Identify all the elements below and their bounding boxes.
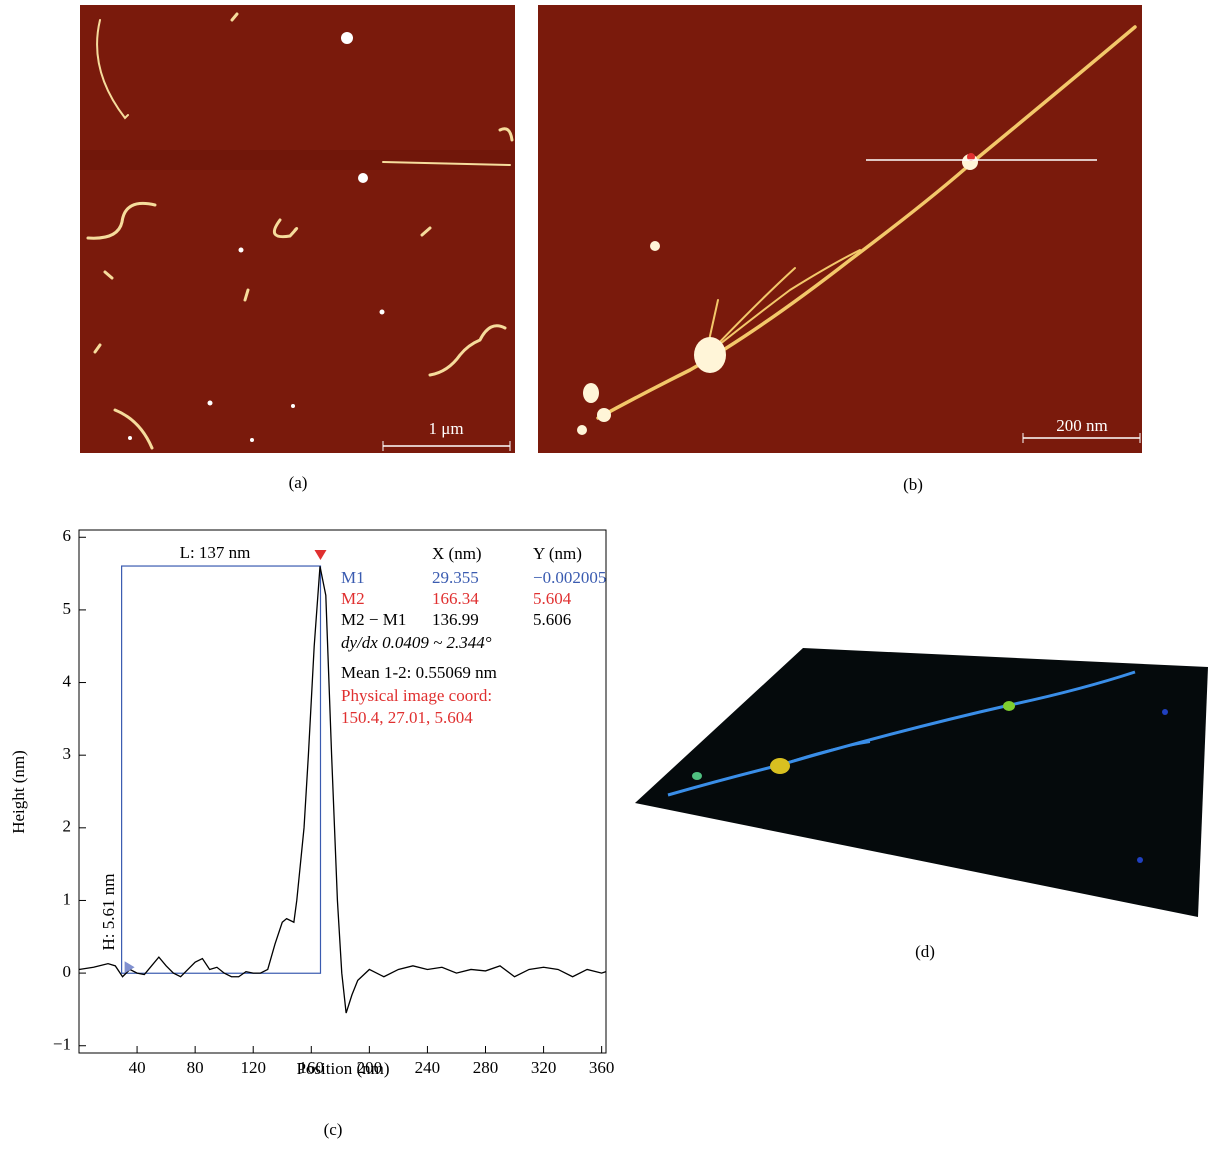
height-label: H: 5.61 nm — [99, 874, 118, 951]
marker-x: 29.355 — [432, 568, 479, 587]
y-tick-label: 0 — [63, 962, 72, 981]
panel-label: (d) — [915, 942, 935, 961]
panel-label: (b) — [903, 475, 923, 494]
x-tick-label: 200 — [357, 1058, 383, 1077]
scale-bar-label: 1 μm — [428, 419, 463, 438]
panel-label: (a) — [289, 473, 308, 492]
table-header: X (nm) — [432, 544, 482, 563]
measure-box — [121, 565, 322, 974]
plot-frame — [78, 529, 607, 1054]
length-label: L: 137 nm — [180, 543, 251, 562]
difference-x: 136.99 — [432, 610, 479, 629]
table-header: Y (nm) — [533, 544, 582, 563]
y-tick-label: 6 — [63, 526, 72, 545]
panel-label: (c) — [324, 1120, 343, 1139]
x-axis-label: Position (nm) — [296, 1059, 389, 1078]
marker-x: 166.34 — [432, 589, 479, 608]
slope: dy/dx 0.0409 ~ 2.344° — [341, 633, 492, 652]
mean: Mean 1-2: 0.55069 nm — [341, 663, 497, 682]
marker-m2 — [314, 550, 327, 561]
marker-y: −0.002005 — [533, 568, 606, 587]
y-axis-label: Height (nm) — [9, 750, 28, 834]
x-tick-label: 80 — [187, 1058, 204, 1077]
x-tick-label: 360 — [589, 1058, 615, 1077]
y-tick-label: 5 — [63, 599, 72, 618]
profile-line — [78, 566, 607, 1014]
y-tick-label: 4 — [63, 671, 72, 690]
x-tick-label: 320 — [531, 1058, 557, 1077]
marker-name: M1 — [341, 568, 365, 587]
y-tick-label: 2 — [63, 817, 72, 836]
difference-y: 5.606 — [533, 610, 571, 629]
marker-y: 5.604 — [533, 589, 572, 608]
marker-m1 — [124, 961, 135, 974]
marker-name: M2 — [341, 589, 365, 608]
panel-b-image — [538, 5, 1142, 453]
scale-bar-label: 200 nm — [1056, 416, 1107, 435]
y-tick-label: 3 — [63, 744, 72, 763]
coord: 150.4, 27.01, 5.604 — [341, 708, 473, 727]
x-tick-label: 160 — [299, 1058, 325, 1077]
difference-name: M2 − M1 — [341, 610, 406, 629]
x-tick-label: 120 — [240, 1058, 266, 1077]
y-tick-label: 1 — [63, 889, 72, 908]
x-tick-label: 240 — [415, 1058, 441, 1077]
x-tick-label: 280 — [473, 1058, 499, 1077]
coord-title: Physical image coord: — [341, 686, 492, 705]
y-tick-label: −1 — [53, 1035, 71, 1054]
panel-d-image — [635, 648, 1208, 917]
x-tick-label: 40 — [129, 1058, 146, 1077]
panel-a-image — [80, 5, 515, 453]
